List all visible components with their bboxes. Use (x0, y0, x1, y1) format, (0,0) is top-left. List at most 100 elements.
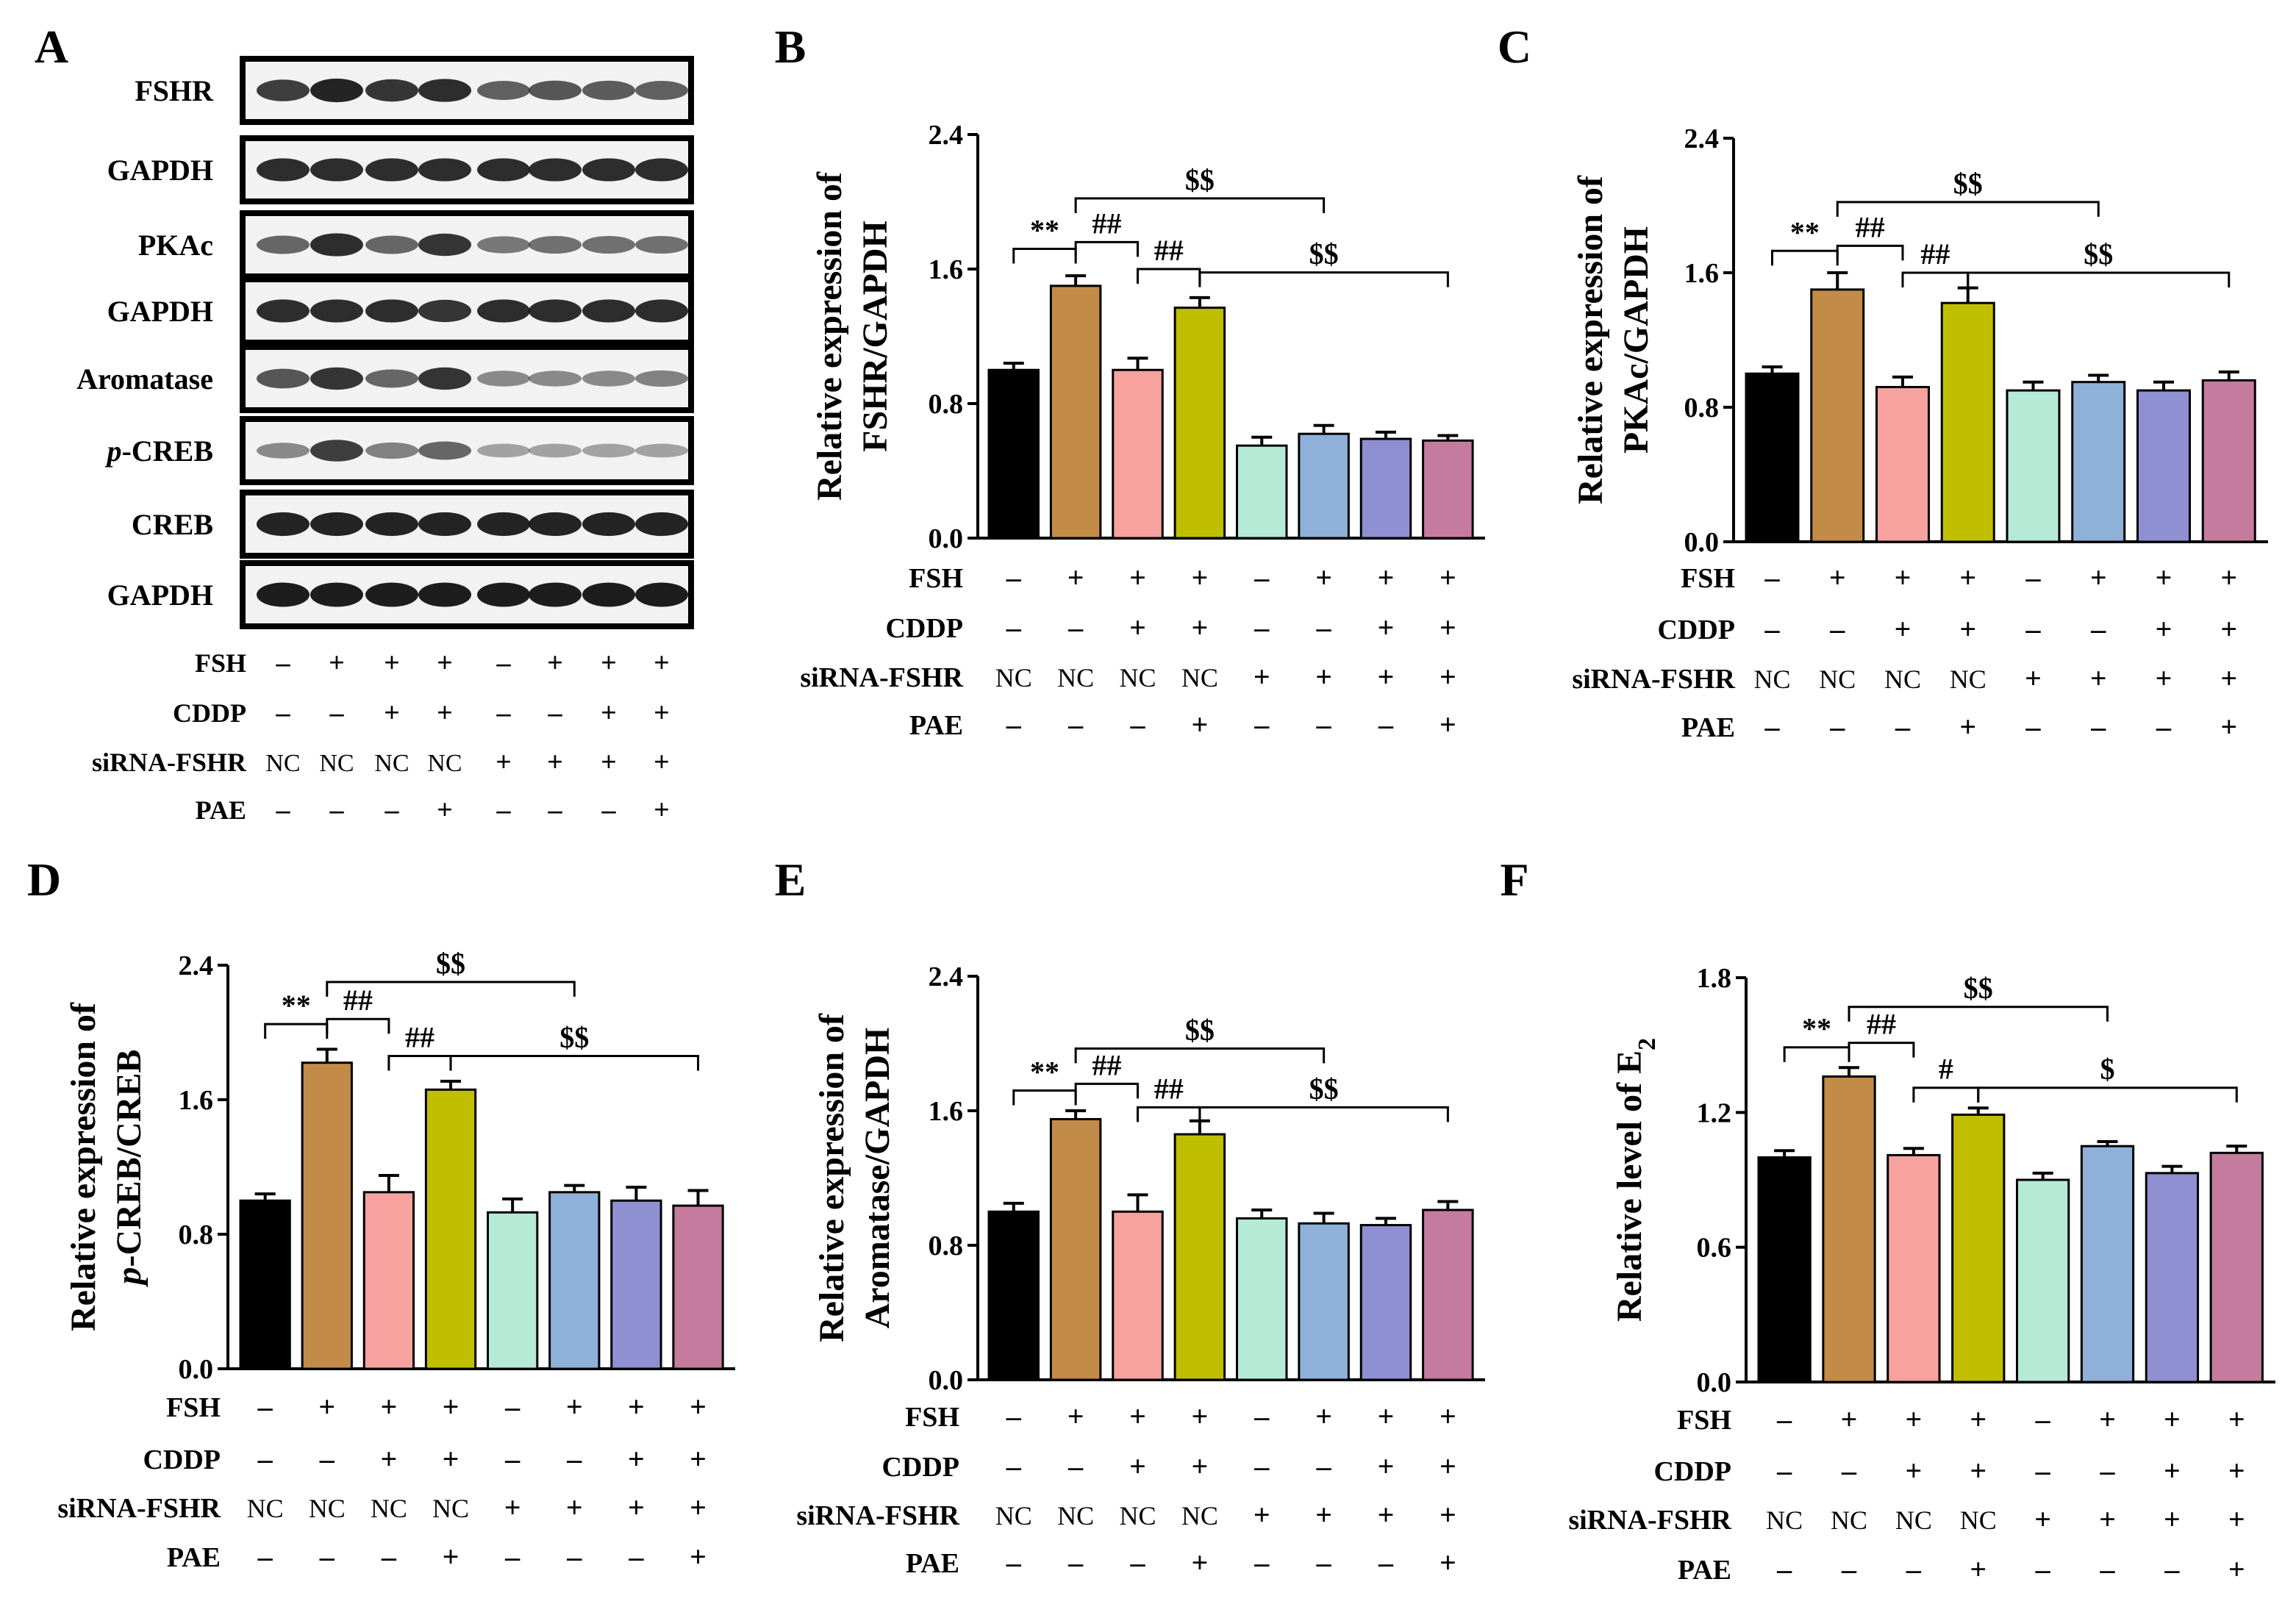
condition-value: NC (374, 750, 409, 777)
condition-value: – (1829, 612, 1845, 645)
blot-label-text: GAPDH (107, 154, 213, 187)
condition-value: + (504, 1491, 521, 1524)
y-tick-label: 2.4 (929, 962, 964, 992)
significance-label: ## (405, 1021, 434, 1054)
bar (2006, 389, 2061, 543)
y-axis-label: Relative level of E2 (1610, 1038, 1661, 1322)
significance-label: ** (282, 989, 311, 1022)
blot-band (635, 299, 688, 323)
condition-value: NC (1884, 665, 1921, 694)
condition-value: – (381, 1540, 397, 1573)
significance-label: $$ (1309, 237, 1339, 271)
condition-label: siRNA-FSHR (57, 1493, 221, 1524)
y-axis-label: Relative expression of (1571, 175, 1610, 504)
condition-value: + (1191, 1546, 1208, 1579)
condition-value: – (2164, 1553, 2180, 1586)
condition-label: FSH (166, 1392, 221, 1423)
condition-value: + (1253, 660, 1270, 693)
blot-band (477, 236, 530, 254)
bar (2080, 1145, 2135, 1383)
condition-value: + (1378, 1400, 1395, 1433)
condition-value: + (2156, 561, 2172, 594)
condition-value: + (381, 1390, 398, 1423)
condition-value: + (1378, 1450, 1395, 1483)
condition-value: + (381, 1442, 398, 1475)
condition-label: CDDP (885, 613, 963, 644)
condition-value: – (496, 795, 512, 826)
blot-band (257, 235, 310, 254)
condition-value: + (384, 648, 400, 679)
significance-bracket (1012, 1089, 1077, 1106)
blot-band (477, 512, 530, 537)
condition-label: FSH (1681, 563, 1735, 594)
condition-value: + (1959, 561, 1976, 594)
condition-value: NC (1057, 663, 1094, 692)
condition-value: – (504, 1390, 521, 1423)
condition-value: + (2099, 1503, 2116, 1536)
condition-value: NC (1057, 1501, 1094, 1530)
condition-value: – (1067, 1546, 1084, 1579)
bar (2145, 1172, 2200, 1383)
significance-bracket (1137, 268, 1201, 284)
condition-value: NC (1960, 1505, 1997, 1535)
significance-bracket (1074, 240, 1139, 257)
blot-label: p-CREB (105, 434, 213, 468)
condition-value: + (496, 747, 512, 778)
significance-label: $$ (1309, 1072, 1339, 1105)
condition-value: – (1253, 611, 1270, 644)
condition-value: NC (1181, 1501, 1218, 1530)
condition-value: + (690, 1491, 707, 1524)
condition-value: + (1191, 561, 1208, 594)
blot-band (635, 81, 688, 100)
significance-label: ## (1092, 1048, 1121, 1081)
significance-bracket (1848, 1042, 1915, 1058)
condition-label: FSH (909, 563, 963, 594)
condition-value: + (1191, 1450, 1208, 1483)
condition-value: – (1253, 1400, 1270, 1433)
condition-value: – (1764, 710, 1781, 743)
condition-value: + (654, 747, 670, 778)
condition-value: + (1970, 1403, 1986, 1436)
bar (672, 1204, 724, 1370)
condition-label: siRNA-FSHR (796, 1500, 959, 1531)
y-axis-label: Aromatase/GAPDH (858, 1028, 897, 1329)
condition-value: – (1316, 1450, 1332, 1483)
condition-value: + (1440, 561, 1456, 594)
blot-label-text: Aromatase (76, 362, 213, 395)
condition-label: PAE (909, 710, 963, 741)
panel-letter: B (775, 21, 807, 73)
condition-value: – (1776, 1553, 1792, 1586)
condition-value: NC (1831, 1505, 1867, 1535)
bar (1757, 1156, 1812, 1383)
condition-value: + (654, 795, 670, 826)
y-tick-label: 1.2 (1697, 1098, 1732, 1128)
condition-value: – (2035, 1454, 2051, 1487)
condition-value: + (2164, 1454, 2181, 1487)
panel-letter: C (1498, 21, 1531, 73)
blot-label: CREB (132, 508, 213, 541)
condition-value: – (1776, 1403, 1792, 1436)
blot-band (529, 235, 582, 254)
condition-value: + (1315, 561, 1332, 594)
condition-value: + (2025, 662, 2042, 695)
condition-value: – (566, 1442, 582, 1475)
significance-label: ## (1856, 210, 1885, 243)
condition-value: + (384, 698, 400, 728)
blot-band (582, 299, 635, 323)
condition-value: – (2025, 612, 2042, 645)
blot-band (418, 158, 471, 182)
condition-value: – (1253, 561, 1270, 594)
blot-band (418, 582, 471, 607)
condition-value: NC (1766, 1505, 1803, 1535)
condition-value: + (2164, 1503, 2181, 1536)
chart-panel-aromatase: E 0.0 0.8 1.6 2.4 Relative expression of Aroma… (775, 853, 1485, 1579)
y-tick-label: 1.8 (1697, 963, 1732, 994)
blot-label: GAPDH (107, 154, 213, 187)
condition-value: + (443, 1540, 459, 1573)
blot-band (477, 443, 530, 458)
condition-label: siRNA-FSHR (92, 748, 247, 777)
condition-value: – (504, 1442, 521, 1475)
blot-band (365, 512, 418, 537)
condition-value: – (1130, 708, 1146, 741)
condition-value: + (1841, 1403, 1858, 1436)
